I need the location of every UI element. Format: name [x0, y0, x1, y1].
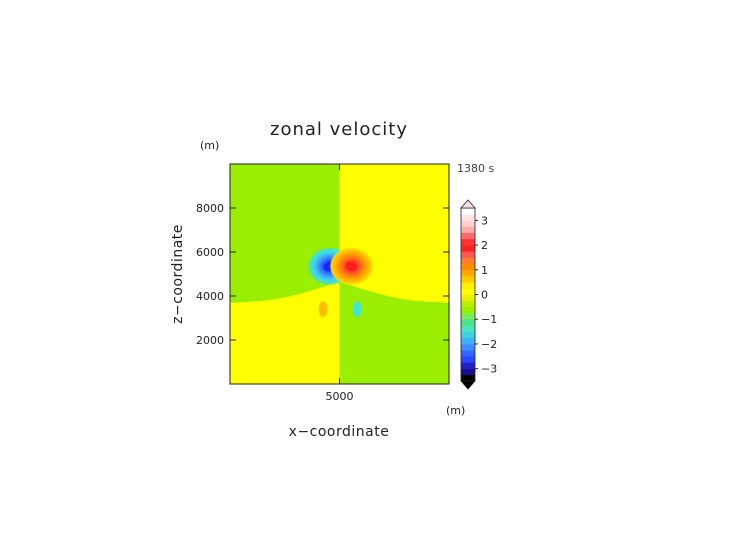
colorbar-segment: [461, 343, 475, 351]
region-lower-left: [230, 281, 340, 384]
chart-title: zonal velocity: [270, 119, 408, 140]
colorbar-segment: [461, 374, 475, 382]
time-label: 1380 s: [457, 162, 494, 175]
colorbar-tick-label: 0: [481, 289, 488, 302]
colorbar-segment: [461, 282, 475, 289]
colorbar-segment: [461, 356, 475, 363]
colorbar-tick-label: −3: [481, 363, 497, 376]
colorbar-segment: [461, 226, 475, 234]
colorbar-tick-label: 3: [481, 214, 488, 227]
colorbar-tick-label: −2: [481, 338, 497, 351]
y-unit-label: (m): [200, 139, 219, 152]
colorbar-segment: [461, 232, 475, 240]
colorbar-overflow-low: [460, 380, 476, 390]
y-tick-label: 8000: [196, 202, 224, 215]
colorbar-segment: [461, 350, 475, 357]
colorbar-segment: [461, 275, 475, 283]
colorbar-segment: [461, 263, 475, 271]
y-tick-label: 4000: [196, 290, 224, 303]
x-tick-label: 5000: [326, 390, 354, 403]
colorbar-segment: [461, 251, 475, 258]
colorbar-segment: [461, 238, 475, 246]
colorbar-segment: [461, 214, 475, 221]
colorbar-segment: [461, 325, 475, 332]
axes: 5000 2000 4000 6000 8000: [196, 163, 450, 403]
colorbar-segment: [461, 337, 475, 345]
colorbar-tick-label: −1: [481, 313, 497, 326]
colorbar-segment: [461, 362, 475, 369]
colorbar-tick-label: 1: [481, 264, 488, 277]
colorbar-segment: [461, 306, 475, 314]
x-axis-label: x−coordinate: [289, 424, 390, 440]
colorbar-overflow-high: [460, 199, 476, 209]
colorbar-segment: [461, 331, 475, 339]
colorbar-segment: [461, 245, 475, 252]
vortex-core-positive: [345, 261, 358, 272]
colorbar-segment: [461, 269, 475, 277]
colorbar-segment: [461, 368, 475, 376]
blob-negative: [352, 300, 363, 319]
colorbar-segment: [461, 220, 475, 227]
colorbar: 3 2 1 0 −1 −2 −3: [460, 199, 497, 390]
plot-area: [230, 164, 449, 384]
x-unit-label: (m): [446, 404, 465, 417]
y-tick-label: 2000: [196, 334, 224, 347]
colorbar-segment: [461, 313, 475, 320]
colorbar-segment: [461, 257, 475, 264]
colorbar-segment: [461, 288, 475, 295]
blob-positive: [318, 300, 329, 319]
colorbar-segment: [461, 319, 475, 326]
colorbar-segment: [461, 300, 475, 308]
colorbar-segment: [461, 294, 475, 301]
colorbar-tick-label: 2: [481, 239, 488, 252]
region-lower-right: [339, 281, 449, 384]
colorbar-segment: [461, 208, 475, 215]
y-tick-label: 6000: [196, 246, 224, 259]
y-axis-label: z−coordinate: [170, 224, 186, 324]
